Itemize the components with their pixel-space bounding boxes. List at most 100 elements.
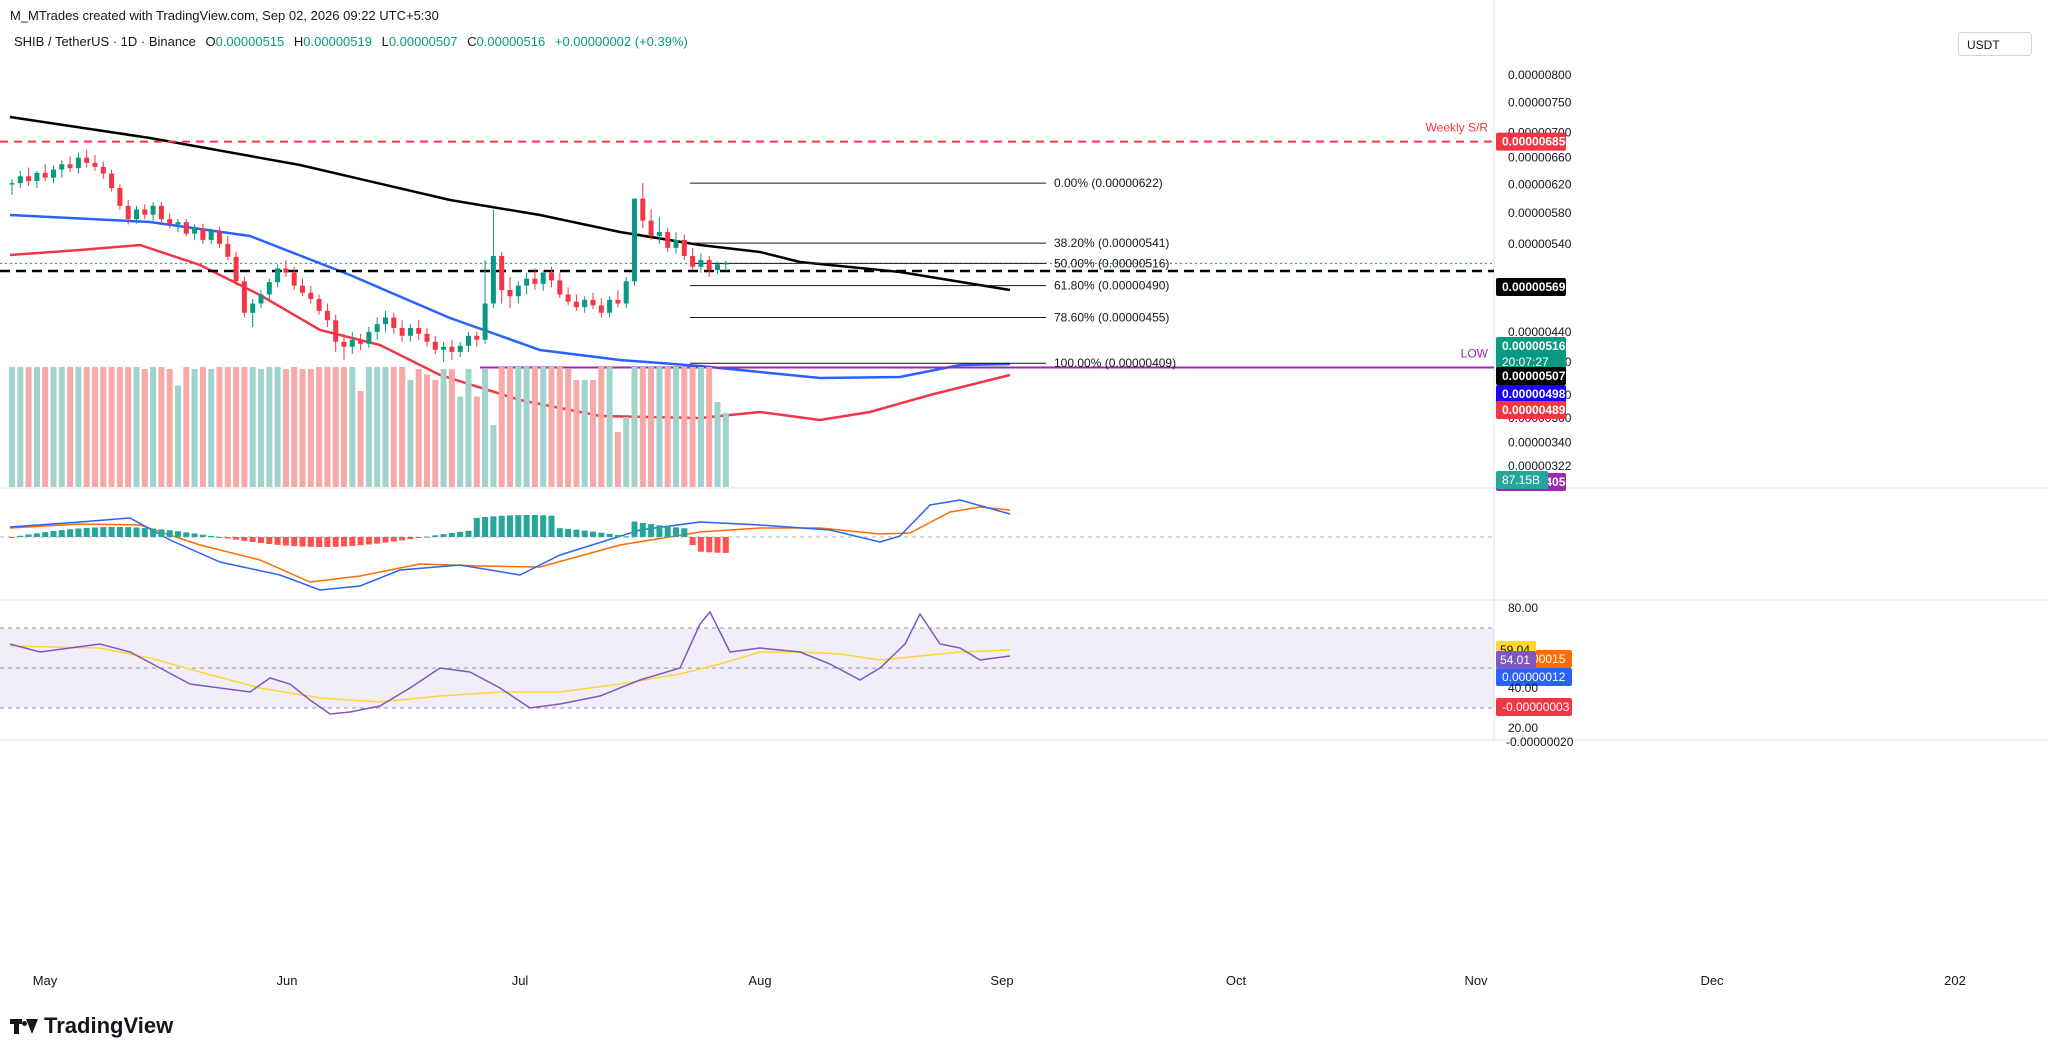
time-tick-label: Nov xyxy=(1464,973,1488,988)
volume-bar xyxy=(249,367,256,487)
macd-histogram-bar xyxy=(399,537,406,541)
macd-histogram-bar xyxy=(166,530,173,537)
close-value: 0.00000516 xyxy=(476,34,546,49)
macd-histogram-bar xyxy=(706,537,713,553)
candle-body xyxy=(316,298,322,311)
macd-histogram-bar xyxy=(590,531,596,537)
volume-bar xyxy=(457,396,464,487)
candle-body xyxy=(656,232,662,236)
macd-histogram-bar xyxy=(324,537,331,547)
macd-histogram-bar xyxy=(33,533,40,537)
volume-bar xyxy=(349,367,356,487)
volume-bar xyxy=(224,367,231,487)
candle-body xyxy=(432,341,438,350)
macd-histogram-bar xyxy=(656,525,663,537)
candle-body xyxy=(100,166,106,174)
candle-body xyxy=(573,301,579,308)
price-tag: 0.00000516 xyxy=(1502,339,1566,353)
price-pane[interactable]: Weekly S/R LOW 0.00% (0.00000622) 38.20% (0… xyxy=(0,115,1494,422)
high-label: H xyxy=(293,34,304,49)
candle-body xyxy=(258,294,264,304)
volume-bar xyxy=(108,367,115,487)
price-tick-label: 0.00000540 xyxy=(1508,237,1572,251)
candle-body xyxy=(75,157,81,169)
macd-histogram-bar xyxy=(374,537,381,544)
macd-tag: -0.00000003 xyxy=(1502,700,1570,714)
currency-button[interactable]: USDT xyxy=(1958,32,2032,56)
macd-histogram-bar xyxy=(673,527,679,537)
rsi-pane[interactable] xyxy=(0,610,1494,715)
macd-histogram-bar xyxy=(75,528,82,537)
volume-tag: 87.15B xyxy=(1502,473,1540,487)
rsi-tick-label: 20.00 xyxy=(1508,721,1538,735)
candle-body xyxy=(175,222,181,225)
candle-body xyxy=(623,281,629,304)
macd-histogram-bar xyxy=(58,530,65,537)
volume-bar xyxy=(291,367,298,487)
macd-histogram-bar xyxy=(573,529,580,537)
macd-histogram-bar xyxy=(482,517,489,537)
candle-body xyxy=(424,333,430,342)
candle-body xyxy=(582,299,588,308)
tradingview-icon xyxy=(10,1017,38,1035)
symbol-label[interactable]: SHIB / TetherUS · 1D · Binance xyxy=(14,34,196,49)
macd-histogram-bar xyxy=(17,535,24,537)
countdown-tag-bg xyxy=(1496,354,1566,370)
candle-body xyxy=(266,282,272,295)
macd-histogram-bar xyxy=(548,515,555,537)
volume-bar xyxy=(25,367,32,487)
price-tag: 0.00000685 xyxy=(1502,135,1566,149)
time-axis[interactable]: May Jun Jul Aug Sep Oct Nov Dec 202 xyxy=(33,973,1966,988)
macd-histogram-bar xyxy=(531,515,538,537)
macd-histogram-bar xyxy=(125,527,132,537)
volume-bar xyxy=(548,367,555,487)
price-tick-label: 0.00000660 xyxy=(1508,151,1572,165)
macd-histogram-bar xyxy=(473,517,480,537)
candle-body xyxy=(349,339,355,347)
rsi-tag-bg xyxy=(1496,650,1536,669)
volume-bar xyxy=(706,367,713,487)
candle-body xyxy=(51,169,56,178)
price-axis[interactable]: 0.000008000.000007500.000007000.00000660… xyxy=(1496,68,1574,749)
volume-bar xyxy=(664,367,671,487)
candle-body xyxy=(167,219,173,225)
volume-bar xyxy=(639,367,646,487)
macd-histogram-bar xyxy=(382,537,389,543)
macd-histogram-bar xyxy=(150,528,157,537)
volume-bar xyxy=(482,369,489,487)
candle-body xyxy=(109,173,115,188)
time-tick-label: Jul xyxy=(512,973,529,988)
low-label: LOW xyxy=(1461,346,1489,360)
candle-body xyxy=(383,317,388,325)
macd-histogram-bar xyxy=(191,533,198,537)
fib-level-label: 78.60% (0.00000455) xyxy=(1054,310,1169,324)
price-tag-bg xyxy=(1496,132,1566,151)
volume-bar xyxy=(75,367,82,487)
macd-histogram-bar xyxy=(448,532,455,537)
macd-histogram-bar xyxy=(606,533,613,537)
candle-body xyxy=(200,228,206,240)
volume-bar xyxy=(590,380,596,487)
volume-bar xyxy=(573,380,580,487)
macd-histogram-bar xyxy=(224,537,231,539)
volume-bar xyxy=(17,367,24,487)
volume-bar xyxy=(191,369,198,487)
volume-bar xyxy=(565,369,572,487)
macd-pane[interactable] xyxy=(0,499,1494,591)
candle-body xyxy=(17,176,23,184)
time-tick-label: Dec xyxy=(1700,973,1724,988)
low-label: L xyxy=(381,34,389,49)
candle-body xyxy=(42,172,48,178)
tradingview-logo[interactable]: TradingView xyxy=(10,1013,173,1039)
macd-histogram-bar xyxy=(108,527,115,537)
macd-histogram-bar xyxy=(307,537,314,547)
chart-attribution: M_MTrades created with TradingView.com, … xyxy=(10,8,439,23)
volume-tag-bg xyxy=(1496,471,1548,489)
volume-bar xyxy=(490,425,497,487)
macd-histogram-bar xyxy=(316,537,323,547)
volume-bar xyxy=(133,367,140,487)
fib-level-label: 38.20% (0.00000541) xyxy=(1054,236,1169,250)
volume-bar xyxy=(515,367,522,487)
macd-histogram-bar xyxy=(365,537,372,545)
